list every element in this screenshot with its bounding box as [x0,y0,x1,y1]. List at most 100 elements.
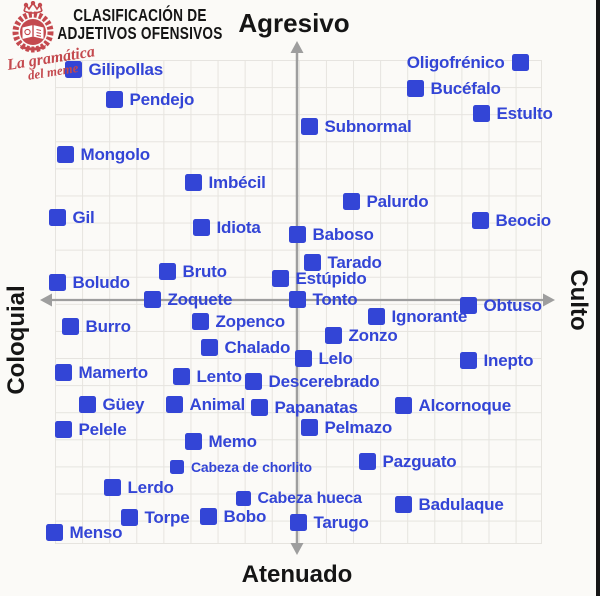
scatter-point: Badulaque [394,494,504,514]
square-marker-icon [199,507,217,525]
arrow-left-icon [40,293,52,307]
square-marker-icon [294,349,312,367]
scatter-point: Beocio [471,211,551,229]
square-marker-icon [103,478,121,496]
scatter-point: Imbécil [184,172,266,192]
scatter-point: Estúpido [271,268,367,288]
scatter-point: Inepto [459,351,533,369]
scatter-point: Memo [184,431,258,451]
square-marker-icon [158,262,176,280]
scatter-point: Descerebrado [244,372,380,390]
scatter-point: Lerdo [103,477,174,497]
scatter-point: Bruto [158,262,227,280]
square-marker-icon [303,253,321,271]
square-marker-icon [471,211,489,229]
square-marker-icon [165,395,183,413]
scatter-point: Pelele [54,419,127,439]
word-label: Badulaque [418,494,504,514]
arrow-right-icon [543,293,555,307]
scatter-point: Papanatas [250,397,358,417]
word-label: Gilipollas [88,59,164,79]
scatter-point: Palurdo [342,192,429,210]
square-marker-icon [105,90,123,108]
square-marker-icon [300,418,318,436]
square-marker-icon [54,363,72,381]
square-marker-icon [288,225,306,243]
word-label: Estulto [496,103,553,123]
scatter-point: Gilipollas [64,59,164,79]
square-marker-icon [184,173,202,191]
word-label: Lelo [318,348,353,368]
axis-label-culto: Culto [565,269,592,331]
scatter-point: Obtuso [459,296,542,314]
square-marker-icon [61,317,79,335]
page-title-line2: ADJETIVOS OFENSIVOS [57,22,223,43]
scatter-point: Chalado [200,338,290,356]
scatter-point: Torpe [120,507,190,527]
square-marker-icon [367,307,385,325]
image-right-border [596,0,600,596]
square-marker-icon [244,372,262,390]
word-label: Memo [208,431,258,451]
word-label: Idiota [216,217,261,237]
scatter-point: Baboso [288,225,374,243]
word-label: Burro [85,316,131,336]
scatter-point: Mongolo [56,144,151,164]
scatter-point: Alcornoque [394,395,512,415]
square-marker-icon [289,513,307,531]
scatter-point: Zonzo [324,326,398,344]
word-label: Torpe [144,507,190,527]
arrow-up-icon [290,41,304,53]
square-marker-icon [250,398,268,416]
word-label: Subnormal [324,116,412,136]
square-marker-icon [324,326,342,344]
scatter-point: Bobo [199,506,267,526]
scatter-point: Tarado [303,252,382,272]
word-label: Lerdo [127,477,174,497]
scatter-point: Subnormal [300,116,412,136]
scatter-point: Lento [172,367,242,385]
word-label: Imbécil [208,172,266,192]
scatter-point: Bucéfalo [406,78,501,98]
axis-label-atenuado: Atenuado [241,561,353,588]
square-marker-icon [394,396,412,414]
square-marker-icon [300,117,318,135]
scatter-point: Pelmazo [300,418,392,436]
word-label: Cabeza de chorlito [191,459,312,475]
square-marker-icon [342,192,360,210]
word-label: Mamerto [78,362,149,382]
word-label: Papanatas [274,397,358,417]
square-marker-icon [48,273,66,291]
word-label: Zopenco [215,311,286,331]
square-marker-icon [56,145,74,163]
crest-banner [20,45,46,51]
square-marker-icon [170,460,184,474]
square-marker-icon [120,508,138,526]
scatter-point: Animal [165,395,245,413]
square-marker-icon [48,208,66,226]
word-label: Bucéfalo [430,78,501,98]
word-label: Bobo [223,506,267,526]
word-label: Ignorante [391,306,468,326]
word-label: Tarado [327,252,382,272]
square-marker-icon [406,79,424,97]
word-label: Boludo [72,272,131,292]
square-marker-icon [184,432,202,450]
arrow-down-icon [290,543,304,555]
square-marker-icon [200,338,218,356]
square-marker-icon [143,290,161,308]
word-label: Pelele [78,419,127,439]
word-label: Tonto [312,289,358,309]
word-label: Alcornoque [418,395,512,415]
word-label: Cabeza hueca [257,489,363,507]
page-title: CLASIFICACIÓN DE ADJETIVOS OFENSIVOS [57,5,223,43]
word-label: Estúpido [295,268,367,288]
word-label: Pendejo [129,89,195,109]
page-title-line1: CLASIFICACIÓN DE [73,5,207,25]
word-label: Mongolo [80,144,151,164]
scatter-point: Zopenco [191,311,286,331]
square-marker-icon [459,296,477,314]
word-label: Menso [69,522,123,542]
word-label: Gil [72,207,95,227]
square-marker-icon [45,523,63,541]
